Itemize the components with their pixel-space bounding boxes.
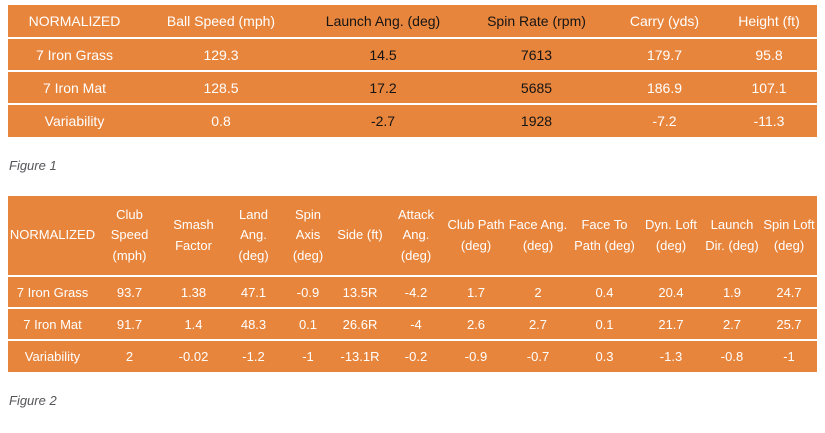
- table-cell: 0.4: [570, 275, 639, 308]
- page: NORMALIZED Ball Speed (mph) Launch Ang. …: [8, 5, 817, 408]
- column-header-height: Height (ft): [721, 5, 817, 38]
- table-cell: 93.7: [97, 275, 162, 308]
- table-cell: -0.9: [282, 275, 334, 308]
- table-cell: -1: [761, 339, 817, 372]
- table-cell: -13.1R: [334, 339, 386, 372]
- column-header-club-path: Club Path (deg): [446, 196, 506, 276]
- figure-2-caption: Figure 2: [9, 393, 57, 408]
- table-cell: -0.9: [446, 339, 506, 372]
- column-header-smash-factor: Smash Factor: [162, 196, 225, 276]
- table-cell: 128.5: [141, 70, 301, 104]
- column-header-face-angle: Face Ang. (deg): [506, 196, 570, 276]
- table-cell: -0.8: [703, 339, 761, 372]
- table-cell: 95.8: [721, 37, 817, 71]
- table-cell: 7613: [465, 37, 608, 71]
- table-cell: 0.3: [570, 339, 639, 372]
- table-cell: 2.6: [446, 307, 506, 340]
- table-cell: 2: [97, 339, 162, 372]
- table-cell: -0.7: [506, 339, 570, 372]
- table-cell: 20.4: [639, 275, 703, 308]
- table-cell: 2.7: [703, 307, 761, 340]
- row-label: 7 Iron Mat: [8, 307, 97, 340]
- table-row: 7 Iron Grass 129.3 14.5 7613 179.7 95.8: [8, 37, 817, 71]
- column-header-land-angle: Land Ang. (deg): [225, 196, 282, 276]
- table-cell: 2.7: [506, 307, 570, 340]
- column-header-club-speed: Club Speed (mph): [97, 196, 162, 276]
- column-header-carry: Carry (yds): [608, 5, 721, 38]
- table-cell: 1.38: [162, 275, 225, 308]
- column-header-normalized: NORMALIZED: [8, 5, 141, 38]
- row-label: Variability: [8, 339, 97, 372]
- table-row: 7 Iron Grass 93.7 1.38 47.1 -0.9 13.5R -…: [8, 275, 817, 308]
- table-cell: -0.2: [386, 339, 446, 372]
- column-header-launch-dir: Launch Dir. (deg): [703, 196, 761, 276]
- table-cell: 91.7: [97, 307, 162, 340]
- ball-flight-table: NORMALIZED Ball Speed (mph) Launch Ang. …: [8, 5, 817, 137]
- column-header-spin-loft: Spin Loft (deg): [761, 196, 817, 276]
- table-cell: 0.1: [282, 307, 334, 340]
- table-cell: 14.5: [301, 37, 465, 71]
- table-cell: 0.1: [570, 307, 639, 340]
- table-cell: 179.7: [608, 37, 721, 71]
- table-cell: -0.02: [162, 339, 225, 372]
- column-header-ball-speed: Ball Speed (mph): [141, 5, 301, 38]
- column-header-launch-angle: Launch Ang. (deg): [301, 5, 465, 38]
- table-cell: 129.3: [141, 37, 301, 71]
- table-cell: -1.2: [225, 339, 282, 372]
- table-header-row: NORMALIZED Club Speed (mph) Smash Factor…: [8, 196, 817, 276]
- table-row: Variability 0.8 -2.7 1928 -7.2 -11.3: [8, 103, 817, 137]
- table-cell: 21.7: [639, 307, 703, 340]
- table-cell: 2: [506, 275, 570, 308]
- table-cell: 25.7: [761, 307, 817, 340]
- table-cell: -11.3: [721, 103, 817, 137]
- column-header-face-to-path: Face To Path (deg): [570, 196, 639, 276]
- table-cell: 186.9: [608, 70, 721, 104]
- table-cell: 17.2: [301, 70, 465, 104]
- table-row: 7 Iron Mat 91.7 1.4 48.3 0.1 26.6R -4 2.…: [8, 307, 817, 340]
- table-cell: -1: [282, 339, 334, 372]
- column-header-dyn-loft: Dyn. Loft (deg): [639, 196, 703, 276]
- table-row: Variability 2 -0.02 -1.2 -1 -13.1R -0.2 …: [8, 339, 817, 372]
- table-cell: 0.8: [141, 103, 301, 137]
- table-cell: 1.4: [162, 307, 225, 340]
- club-delivery-table: NORMALIZED Club Speed (mph) Smash Factor…: [8, 196, 817, 372]
- table-cell: -2.7: [301, 103, 465, 137]
- table-cell: 5685: [465, 70, 608, 104]
- column-header-spin-axis: Spin Axis (deg): [282, 196, 334, 276]
- row-label: Variability: [8, 103, 141, 137]
- table-cell: 47.1: [225, 275, 282, 308]
- table-cell: 48.3: [225, 307, 282, 340]
- column-header-spin-rate: Spin Rate (rpm): [465, 5, 608, 38]
- table-cell: 1.9: [703, 275, 761, 308]
- table-cell: -7.2: [608, 103, 721, 137]
- figure-1-caption: Figure 1: [9, 158, 57, 173]
- column-header-side: Side (ft): [334, 196, 386, 276]
- table-cell: 13.5R: [334, 275, 386, 308]
- table-cell: -1.3: [639, 339, 703, 372]
- table-cell: 1.7: [446, 275, 506, 308]
- table-cell: 107.1: [721, 70, 817, 104]
- row-label: 7 Iron Grass: [8, 37, 141, 71]
- table-cell: 1928: [465, 103, 608, 137]
- table-header-row: NORMALIZED Ball Speed (mph) Launch Ang. …: [8, 5, 817, 38]
- table-cell: 24.7: [761, 275, 817, 308]
- table-cell: -4: [386, 307, 446, 340]
- column-header-attack-angle: Attack Ang. (deg): [386, 196, 446, 276]
- table-cell: 26.6R: [334, 307, 386, 340]
- table-cell: -4.2: [386, 275, 446, 308]
- table-row: 7 Iron Mat 128.5 17.2 5685 186.9 107.1: [8, 70, 817, 104]
- row-label: 7 Iron Grass: [8, 275, 97, 308]
- row-label: 7 Iron Mat: [8, 70, 141, 104]
- column-header-normalized: NORMALIZED: [8, 196, 97, 276]
